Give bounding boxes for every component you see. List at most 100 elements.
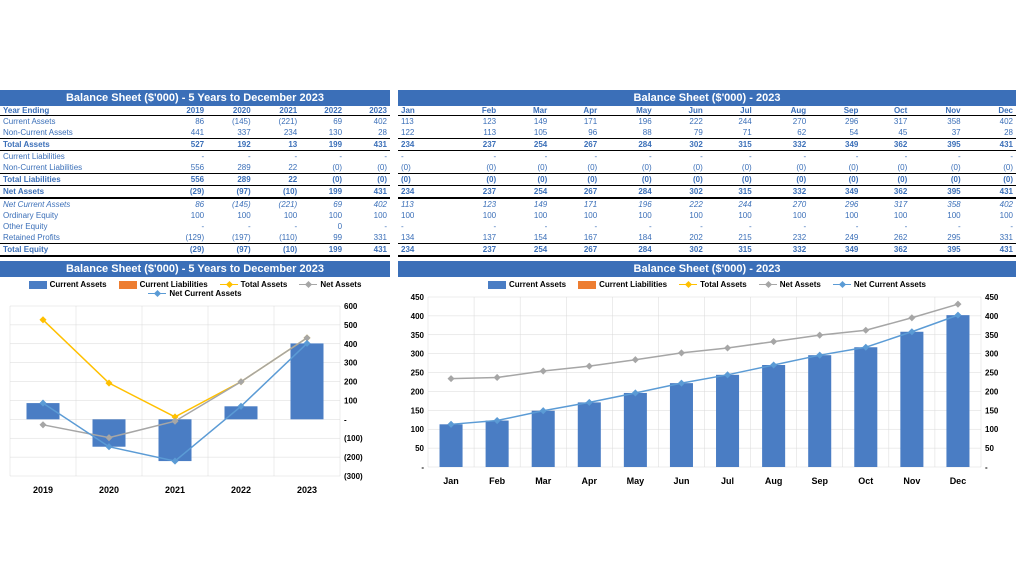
col-header: May: [600, 106, 654, 116]
svg-text:50: 50: [415, 444, 424, 453]
svg-text:150: 150: [411, 406, 425, 415]
table-row: 234237254267284302315332349362395431: [398, 186, 1016, 199]
table-row: 100100100100100100100100100100100100: [398, 210, 1016, 221]
table-5yr-grid: Year Ending20192020202120222023 Current …: [0, 106, 390, 257]
legend-item: Current Liabilities: [578, 280, 667, 289]
svg-text:Apr: Apr: [582, 476, 598, 486]
svg-text:Jun: Jun: [673, 476, 689, 486]
svg-text:2019: 2019: [33, 485, 53, 495]
legend-item: Current Liabilities: [119, 280, 208, 289]
legend-item: Current Assets: [488, 280, 566, 289]
svg-text:Dec: Dec: [950, 476, 967, 486]
col-header: Feb: [448, 106, 499, 116]
col-header: Jan: [398, 106, 448, 116]
legend-item: Net Current Assets: [148, 289, 241, 298]
svg-text:May: May: [627, 476, 645, 486]
col-header: Nov: [910, 106, 963, 116]
legend-item: Net Current Assets: [833, 280, 926, 289]
svg-text:2022: 2022: [231, 485, 251, 495]
col-header: 2020: [207, 106, 254, 116]
svg-text:500: 500: [344, 321, 358, 330]
svg-text:250: 250: [411, 369, 425, 378]
svg-text:-: -: [344, 415, 347, 424]
svg-text:400: 400: [985, 312, 999, 321]
col-header: Aug: [755, 106, 809, 116]
chart-2023: Balance Sheet ($'000) - 2023 Current Ass…: [398, 261, 1016, 506]
table-row: Other Equity---0-: [0, 221, 390, 232]
table-row: Current Liabilities-----: [0, 151, 390, 163]
tables-row: Balance Sheet ($'000) - 5 Years to Decem…: [0, 90, 1024, 257]
svg-text:Sep: Sep: [811, 476, 828, 486]
legend-item: Current Assets: [29, 280, 107, 289]
col-header: Apr: [550, 106, 600, 116]
table-row: Total Equity(29)(97)(10)199431: [0, 244, 390, 257]
svg-text:300: 300: [411, 350, 425, 359]
table-row: Non-Current Liabilities55628922(0)(0): [0, 162, 390, 174]
svg-text:100: 100: [411, 425, 425, 434]
svg-text:600: 600: [344, 302, 358, 311]
charts-row: Balance Sheet ($'000) - 5 Years to Decem…: [0, 261, 1024, 506]
svg-text:250: 250: [985, 369, 999, 378]
svg-text:Mar: Mar: [535, 476, 552, 486]
svg-text:200: 200: [344, 378, 358, 387]
svg-text:2023: 2023: [297, 485, 317, 495]
svg-text:Feb: Feb: [489, 476, 506, 486]
svg-text:450: 450: [985, 293, 999, 302]
legend-item: Net Assets: [299, 280, 361, 289]
svg-text:Nov: Nov: [903, 476, 920, 486]
table-row: (0)(0)(0)(0)(0)(0)(0)(0)(0)(0)(0)(0): [398, 174, 1016, 186]
col-header: 2023: [345, 106, 390, 116]
svg-text:Aug: Aug: [765, 476, 783, 486]
col-header: 2022: [300, 106, 345, 116]
table-2023: Balance Sheet ($'000) - 2023 JanFebMarAp…: [398, 90, 1016, 257]
svg-text:300: 300: [985, 350, 999, 359]
chart-5yr: Balance Sheet ($'000) - 5 Years to Decem…: [0, 261, 390, 506]
svg-text:100: 100: [985, 425, 999, 434]
table-5yr: Balance Sheet ($'000) - 5 Years to Decem…: [0, 90, 390, 257]
svg-text:2020: 2020: [99, 485, 119, 495]
table-row: Non-Current Assets44133723413028: [0, 127, 390, 139]
table-row: 134137154167184202215232249262295331: [398, 232, 1016, 244]
svg-text:300: 300: [344, 359, 358, 368]
legend-item: Total Assets: [679, 280, 747, 289]
col-header: 2021: [254, 106, 301, 116]
table-row: 234237254267284302315332349362395431: [398, 139, 1016, 151]
legend-item: Net Assets: [759, 280, 821, 289]
svg-text:450: 450: [411, 293, 425, 302]
svg-text:350: 350: [411, 331, 425, 340]
table-row: Current Assets86(145)(221)69402: [0, 116, 390, 128]
svg-text:Jul: Jul: [721, 476, 734, 486]
col-header: Oct: [861, 106, 910, 116]
chart-5yr-legend: Current Assets Current Liabilities Total A…: [0, 277, 390, 301]
table-row: Total Assets52719213199431: [0, 139, 390, 151]
table-row: ------------: [398, 151, 1016, 163]
svg-text:200: 200: [411, 387, 425, 396]
svg-text:(300): (300): [344, 472, 363, 481]
col-header: Mar: [499, 106, 550, 116]
dashboard: Balance Sheet ($'000) - 5 Years to Decem…: [0, 90, 1024, 506]
col-header: Year Ending: [0, 106, 161, 116]
table-row: 113123149171196222244270296317358402: [398, 116, 1016, 128]
chart-2023-legend: Current Assets Current Liabilities Total A…: [398, 277, 1016, 292]
col-header: Sep: [809, 106, 861, 116]
table-row: 122113105968879716254453728: [398, 127, 1016, 139]
table-row: ------------: [398, 221, 1016, 232]
col-header: Jul: [706, 106, 755, 116]
table-row: Net Assets(29)(97)(10)199431: [0, 186, 390, 199]
legend-item: Total Assets: [220, 280, 288, 289]
chart-5yr-svg: (300)(200)(100)-100200300400500600201920…: [0, 301, 390, 501]
svg-text:2021: 2021: [165, 485, 185, 495]
table-row: Total Liabilities55628922(0)(0): [0, 174, 390, 186]
svg-text:350: 350: [985, 331, 999, 340]
table-2023-grid: JanFebMarAprMayJunJulAugSepOctNovDec 113…: [398, 106, 1016, 257]
svg-text:Oct: Oct: [858, 476, 873, 486]
table-row: (0)(0)(0)(0)(0)(0)(0)(0)(0)(0)(0)(0): [398, 162, 1016, 174]
svg-text:400: 400: [411, 312, 425, 321]
svg-text:Jan: Jan: [443, 476, 459, 486]
table-row: Net Current Assets86(145)(221)69402: [0, 198, 390, 210]
col-header: Dec: [964, 106, 1016, 116]
table-row: 234237254267284302315332349362395431: [398, 244, 1016, 257]
table-5yr-title: Balance Sheet ($'000) - 5 Years to Decem…: [0, 90, 390, 106]
svg-text:100: 100: [344, 396, 358, 405]
svg-text:50: 50: [985, 444, 994, 453]
